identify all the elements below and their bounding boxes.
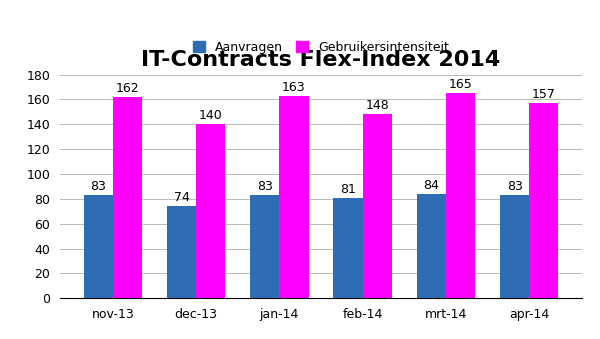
Bar [167, 206, 196, 298]
Bar [113, 97, 142, 298]
Text: 148: 148 [365, 99, 389, 113]
Text: 157: 157 [532, 88, 556, 101]
Text: 140: 140 [199, 109, 223, 122]
Bar [334, 198, 362, 298]
Bar [500, 195, 529, 298]
Text: 83: 83 [257, 180, 273, 193]
Text: 83: 83 [506, 180, 523, 193]
Text: 74: 74 [173, 192, 190, 204]
Text: 84: 84 [424, 179, 439, 192]
Bar [84, 195, 113, 298]
Bar [446, 93, 475, 298]
Text: 162: 162 [116, 82, 139, 95]
Text: 165: 165 [449, 78, 472, 91]
Text: 81: 81 [340, 183, 356, 196]
Bar [529, 103, 558, 298]
Text: 83: 83 [91, 180, 106, 193]
Legend: Aanvragen, Gebruikersintensiteit: Aanvragen, Gebruikersintensiteit [193, 41, 449, 54]
Bar [196, 124, 225, 298]
Bar [362, 114, 392, 298]
Title: IT-Contracts Flex-Index 2014: IT-Contracts Flex-Index 2014 [142, 50, 500, 70]
Bar [250, 195, 280, 298]
Text: 163: 163 [282, 81, 306, 94]
Bar [280, 96, 308, 298]
Bar [417, 194, 446, 298]
